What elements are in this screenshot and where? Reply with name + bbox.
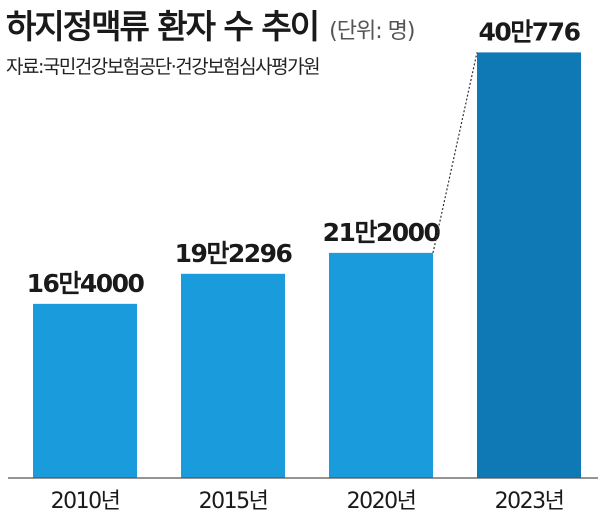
category-label-2015년: 2015년 — [199, 489, 268, 514]
data-label-2020년: 21만2000 — [323, 218, 441, 247]
growth-connector-line — [432, 52, 478, 254]
data-label-2010년: 16만4000 — [27, 269, 145, 298]
data-label-2015년: 19만2296 — [175, 239, 293, 268]
category-label-2023년: 2023년 — [495, 489, 564, 514]
title-row: 하지정맥류 환자 수 추이 (단위: 명) — [6, 0, 415, 48]
chart-title: 하지정맥류 환자 수 추이 — [6, 7, 320, 46]
unit-label: (단위: 명) — [329, 19, 415, 44]
source-text: 자료:국민건강보험공단·건강보험심사평가원 — [6, 56, 321, 78]
bar-2015년 — [181, 273, 285, 478]
bar-2023년 — [477, 52, 581, 478]
data-label-2023년: 40만776 — [479, 17, 581, 46]
bar-2010년 — [33, 303, 137, 478]
category-label-2020년: 2020년 — [347, 489, 416, 514]
category-label-2010년: 2010년 — [51, 489, 120, 514]
bar-2020년 — [329, 252, 433, 478]
